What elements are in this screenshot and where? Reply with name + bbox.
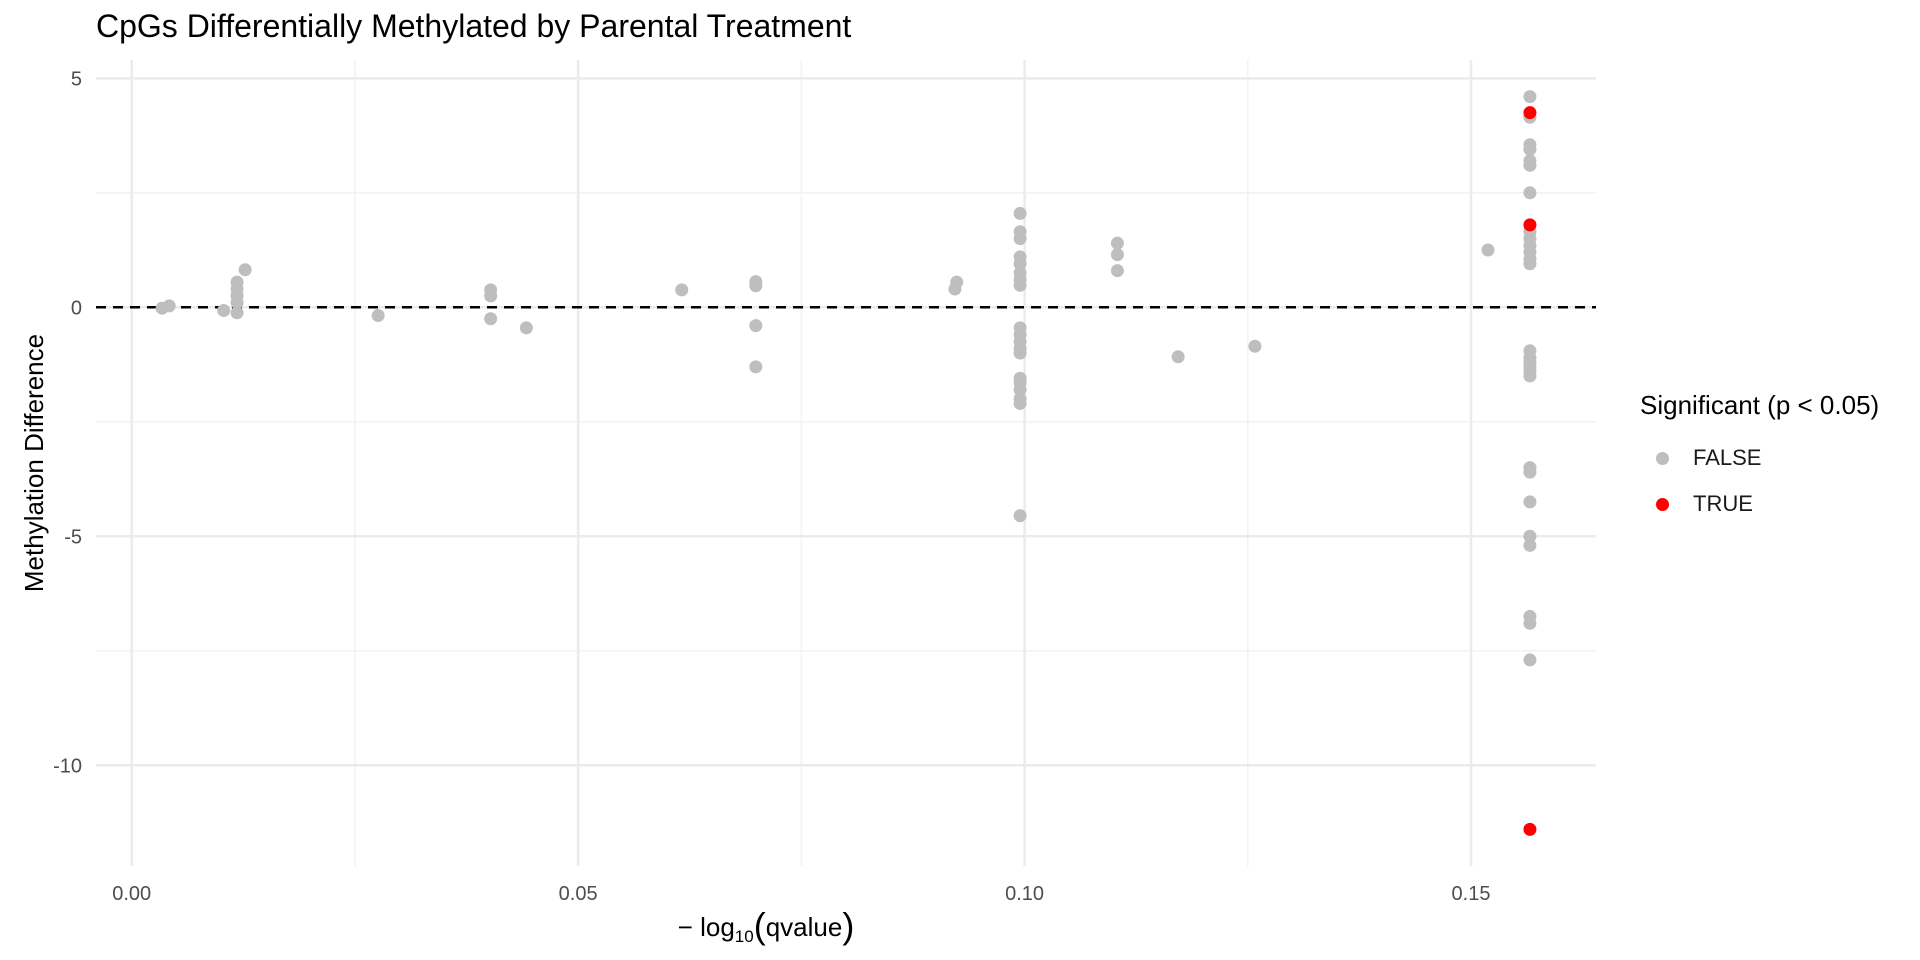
data-point-false bbox=[1523, 495, 1537, 509]
data-point-false bbox=[1523, 90, 1537, 104]
data-point-false bbox=[238, 263, 252, 277]
chart-title: CpGs Differentially Methylated by Parent… bbox=[96, 8, 852, 44]
data-point-false bbox=[1013, 383, 1027, 397]
data-point-false bbox=[1523, 529, 1537, 543]
axis-ticks: 0.00 0.05 0.10 0.15 5 0 -5 -10 bbox=[53, 68, 1490, 905]
data-point-false bbox=[1248, 339, 1262, 353]
x-tick-label: 0.10 bbox=[1005, 883, 1044, 905]
data-point-false bbox=[749, 319, 763, 333]
x-axis-title-close-paren: ) bbox=[842, 905, 854, 946]
data-point-false bbox=[484, 289, 498, 303]
y-tick-label: -10 bbox=[53, 755, 82, 777]
data-point-true bbox=[1523, 218, 1537, 232]
data-point-false bbox=[1013, 509, 1027, 523]
legend-item-true: TRUE bbox=[1640, 481, 1879, 527]
data-point-false bbox=[948, 282, 962, 296]
data-point-false bbox=[1013, 206, 1027, 220]
data-point-false bbox=[749, 360, 763, 374]
data-point-false bbox=[1523, 653, 1537, 667]
y-axis-title: Methylation Difference bbox=[19, 334, 49, 592]
legend-swatch-false bbox=[1656, 451, 1669, 465]
data-point-false bbox=[162, 299, 176, 313]
data-point-false bbox=[230, 306, 244, 320]
legend-label-false: FALSE bbox=[1693, 445, 1762, 470]
legend-swatch-true bbox=[1656, 497, 1669, 511]
grid-lines bbox=[96, 60, 1596, 866]
data-point-false bbox=[1013, 257, 1027, 271]
x-axis-title-open-paren: ( bbox=[754, 905, 766, 946]
data-points bbox=[155, 90, 1537, 836]
data-point-false bbox=[1523, 186, 1537, 200]
legend-item-false: FALSE bbox=[1640, 435, 1879, 481]
data-point-false bbox=[1013, 278, 1027, 292]
data-point-false bbox=[1523, 369, 1537, 383]
x-axis-title: − log10(qvalue) bbox=[678, 905, 855, 946]
data-point-false bbox=[1481, 243, 1495, 257]
data-point-false bbox=[1171, 350, 1185, 364]
data-point-false bbox=[1523, 616, 1537, 630]
data-point-true bbox=[1523, 822, 1537, 836]
data-point-false bbox=[1523, 257, 1537, 271]
data-point-false bbox=[1013, 346, 1027, 360]
data-point-true bbox=[1523, 106, 1537, 120]
data-point-false bbox=[749, 279, 763, 293]
legend: Significant (p < 0.05) FALSE TRUE bbox=[1640, 390, 1879, 527]
x-axis-title-arg: qvalue bbox=[766, 912, 843, 942]
data-point-false bbox=[1110, 264, 1124, 278]
legend-title: Significant (p < 0.05) bbox=[1640, 390, 1880, 420]
data-point-false bbox=[1523, 465, 1537, 479]
x-tick-label: 0.15 bbox=[1452, 883, 1491, 905]
y-tick-label: -5 bbox=[64, 526, 82, 548]
data-point-false bbox=[519, 321, 533, 335]
data-point-false bbox=[1110, 236, 1124, 250]
data-point-false bbox=[1013, 232, 1027, 246]
data-point-false bbox=[1523, 538, 1537, 552]
x-axis-title-subscript: 10 bbox=[735, 927, 754, 946]
data-point-false bbox=[1110, 248, 1124, 262]
data-point-false bbox=[675, 283, 689, 297]
data-point-false bbox=[230, 296, 244, 310]
data-point-false bbox=[1523, 142, 1537, 156]
x-tick-label: 0.00 bbox=[112, 883, 151, 905]
data-point-false bbox=[1523, 158, 1537, 172]
x-tick-label: 0.05 bbox=[559, 883, 598, 905]
legend-label-true: TRUE bbox=[1693, 491, 1753, 516]
data-point-false bbox=[1013, 396, 1027, 410]
x-axis-title-prefix: − log bbox=[678, 912, 735, 942]
y-tick-label: 5 bbox=[71, 68, 82, 90]
y-tick-label: 0 bbox=[71, 297, 82, 319]
data-point-false bbox=[371, 309, 385, 323]
data-point-false bbox=[217, 304, 231, 318]
data-point-false bbox=[484, 312, 498, 326]
